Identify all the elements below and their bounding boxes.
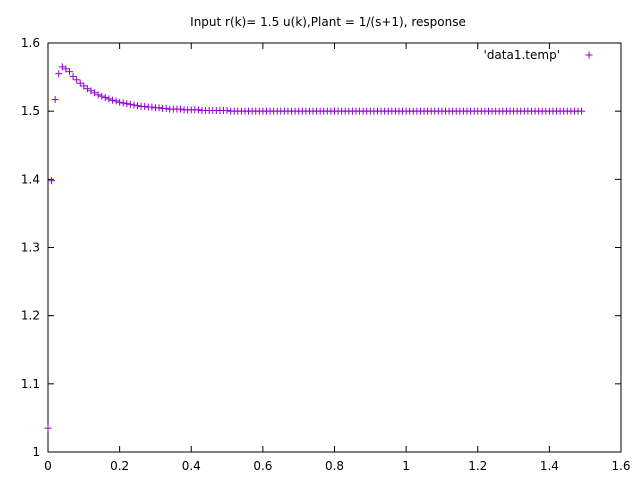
data-point [80,82,88,90]
y-tick-label: 1.4 [21,172,40,186]
data-point [141,102,149,110]
data-point [94,91,102,99]
y-tick-label: 1.2 [21,309,40,323]
y-tick-label: 1.3 [21,241,40,255]
data-point [51,96,59,104]
data-point [76,79,84,87]
data-point [73,76,81,84]
x-tick-label: 1.4 [540,459,559,473]
data-point [155,104,163,112]
legend-marker [585,51,593,59]
data-point [83,85,91,93]
chart-title: Input r(k)= 1.5 u(k),Plant = 1/(s+1), re… [190,15,466,29]
y-tick-label: 1 [32,445,40,459]
data-point [177,105,185,113]
data-point [44,424,52,432]
y-tick-label: 1.1 [21,377,40,391]
data-point [194,106,202,114]
data-point [69,72,77,80]
data-point [58,63,66,71]
data-point [65,68,73,76]
data-point [101,94,109,102]
x-tick-label: 0.8 [325,459,344,473]
x-tick-label: 0.2 [110,459,129,473]
data-series [44,63,586,432]
legend: 'data1.temp' [484,48,593,62]
x-axis: 0 0.2 0.4 0.6 0.8 1 1.2 1.4 1.6 [44,43,631,473]
data-point [223,106,231,114]
x-tick-label: 1.6 [611,459,630,473]
data-point [126,100,134,108]
data-point [148,103,156,111]
data-point [134,102,142,110]
data-point [112,97,120,105]
data-point [578,107,586,115]
legend-label: 'data1.temp' [484,48,560,62]
y-tick-label: 1.5 [21,104,40,118]
x-tick-label: 1 [402,459,410,473]
data-point [105,95,113,103]
data-point [55,70,63,78]
data-point [116,98,124,106]
data-point [162,104,170,112]
x-tick-label: 0 [44,459,52,473]
data-point [62,65,70,73]
x-tick-label: 1.2 [468,459,487,473]
data-point [87,87,95,95]
x-tick-label: 0.4 [182,459,201,473]
y-tick-label: 1.6 [21,36,40,50]
data-point [119,99,127,107]
data-point [98,92,106,100]
data-point [123,100,131,108]
data-point [108,96,116,104]
y-axis: 1 1.1 1.2 1.3 1.4 1.5 1.6 [21,36,621,459]
data-point [130,101,138,109]
data-point [48,177,56,185]
x-tick-label: 0.6 [253,459,272,473]
data-point [91,89,99,97]
